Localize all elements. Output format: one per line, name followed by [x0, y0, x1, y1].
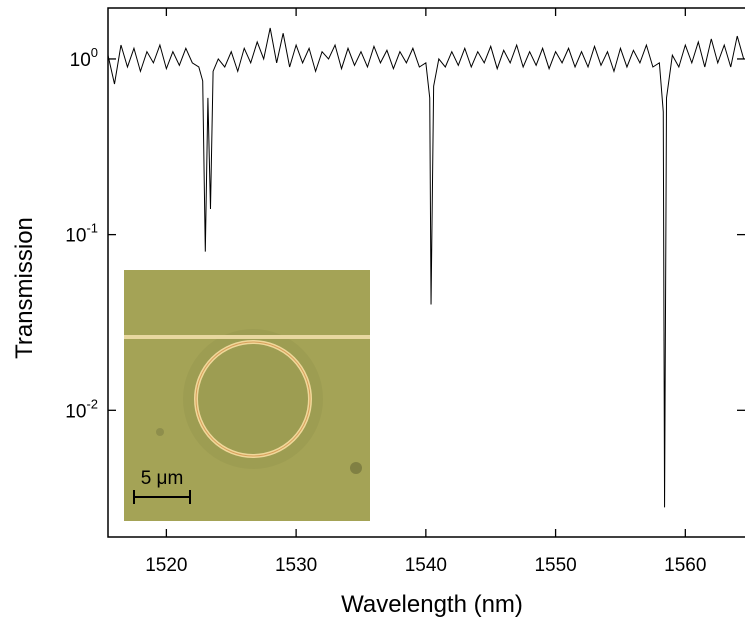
y-tick-exponent: -2 [86, 396, 98, 411]
y-tick-base: 10 [65, 401, 86, 422]
inset-image: 5 μm [124, 270, 370, 521]
scale-label: 5 μm [141, 468, 184, 489]
x-tick-label: 1540 [405, 555, 447, 576]
inset-ring-glow [195, 341, 311, 457]
y-tick-exponent: 0 [91, 45, 98, 60]
y-tick-label: 10-2 [65, 396, 98, 422]
axis-frame [107, 7, 745, 538]
y-tick-base: 10 [65, 226, 86, 247]
y-tick-exponent: -1 [86, 221, 98, 236]
x-tick-label: 1520 [145, 555, 187, 576]
y-tick-label: 10-1 [65, 221, 98, 247]
y-tick-base: 10 [70, 50, 91, 71]
x-tick-label: 1560 [664, 555, 706, 576]
inset-particle [156, 428, 164, 436]
x-axis-label: Wavelength (nm) [341, 591, 523, 618]
x-tick-label: 1530 [275, 555, 317, 576]
inset-shadow [183, 329, 323, 469]
y-tick-label: 100 [70, 45, 98, 71]
inset-particle [350, 462, 362, 474]
y-axis-label: Transmission [11, 217, 38, 359]
x-tick-label: 1550 [534, 555, 576, 576]
transmission-line [107, 27, 745, 508]
